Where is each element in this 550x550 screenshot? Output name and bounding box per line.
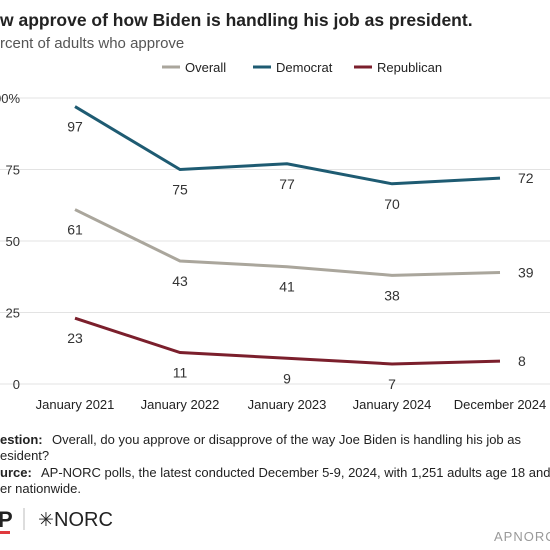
value-label: 61 <box>67 222 83 238</box>
series-line <box>74 208 501 277</box>
value-label: 70 <box>384 196 400 212</box>
x-tick-label: January 2021 <box>36 397 115 412</box>
x-tick-label: January 2023 <box>248 397 327 412</box>
series-line <box>74 105 501 186</box>
value-label: 23 <box>67 330 83 346</box>
y-tick-label: 75 <box>6 163 20 178</box>
question-text: Overall, do you approve or disapprove of… <box>52 432 522 447</box>
logo-ap: P <box>0 507 13 532</box>
value-label: 38 <box>384 287 400 303</box>
value-label: 77 <box>279 176 295 192</box>
logo-star: ✳ <box>38 510 54 531</box>
value-label: 7 <box>388 376 396 392</box>
y-tick-label: 25 <box>6 306 20 321</box>
source-label: urce: <box>0 465 32 480</box>
chart-title: w approve of how Biden is handling his j… <box>0 10 473 30</box>
value-label: 75 <box>172 182 188 198</box>
x-tick-label: January 2022 <box>141 397 220 412</box>
value-label: 43 <box>172 273 188 289</box>
value-label: 9 <box>283 370 291 386</box>
y-tick-label: 50 <box>6 234 20 249</box>
value-label: 72 <box>518 170 534 186</box>
value-label: 41 <box>279 279 295 295</box>
y-tick-label: 100% <box>0 91 20 106</box>
legend-label: Democrat <box>276 60 333 75</box>
site-url: APNORC. <box>494 529 550 544</box>
legend-label: Overall <box>185 60 226 75</box>
value-label: 97 <box>67 119 83 135</box>
value-label: 11 <box>173 365 188 381</box>
legend-label: Republican <box>377 60 442 75</box>
question-text: esident? <box>0 448 49 463</box>
x-tick-label: January 2024 <box>353 397 432 412</box>
value-label: 39 <box>518 264 534 280</box>
source-text: AP-NORC polls, the latest conducted Dece… <box>41 465 550 480</box>
x-tick-label: December 2024 <box>454 397 547 412</box>
chart-subtitle: rcent of adults who approve <box>0 35 184 52</box>
source-text: er nationwide. <box>0 481 81 496</box>
y-tick-label: 0 <box>13 377 20 392</box>
question-label: estion: <box>0 432 43 447</box>
logo-norc: NORC <box>54 509 113 531</box>
logo-bar <box>0 531 10 534</box>
value-label: 8 <box>518 353 526 369</box>
series-line <box>74 316 501 366</box>
